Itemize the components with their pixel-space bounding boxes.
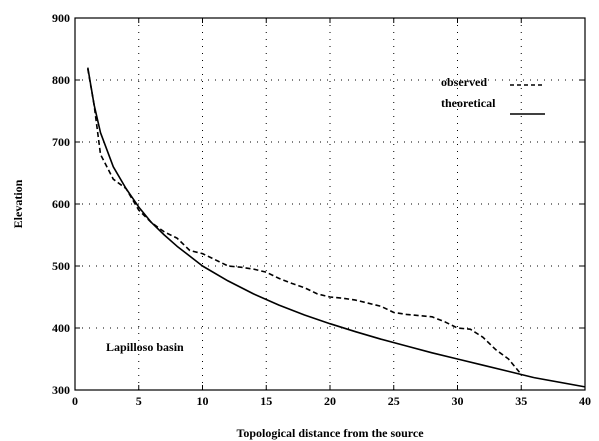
series-line-tail bbox=[533, 376, 586, 388]
grid bbox=[75, 18, 585, 390]
series-line-observed bbox=[87, 68, 522, 376]
y-tick-label: 300 bbox=[52, 383, 70, 397]
axis-ticks bbox=[74, 17, 586, 391]
legend-label-theoretical: theoretical bbox=[441, 96, 496, 110]
y-tick-label: 500 bbox=[52, 259, 70, 273]
legend: observed theoretical bbox=[441, 75, 545, 115]
y-tick-label: 800 bbox=[52, 73, 70, 87]
y-tick-label: 600 bbox=[52, 197, 70, 211]
x-tick-label: 15 bbox=[260, 394, 272, 408]
plot-frame bbox=[74, 17, 586, 391]
legend-label-observed: observed bbox=[441, 75, 487, 89]
y-axis-title: Elevation bbox=[11, 179, 25, 228]
x-tick-label: 35 bbox=[515, 394, 527, 408]
y-tick-label: 400 bbox=[52, 321, 70, 335]
x-tick-label: 0 bbox=[72, 394, 78, 408]
x-tick-label: 5 bbox=[136, 394, 142, 408]
x-tick-label: 40 bbox=[579, 394, 591, 408]
axis-tick-labels: 0 5 10 15 20 25 30 35 40 300 400 500 600 700 800 900 bbox=[52, 11, 591, 408]
y-tick-label: 900 bbox=[52, 11, 70, 25]
y-tick-label: 700 bbox=[52, 135, 70, 149]
x-tick-label: 10 bbox=[197, 394, 209, 408]
x-tick-label: 30 bbox=[452, 394, 464, 408]
series-layer bbox=[87, 67, 586, 388]
x-tick-label: 20 bbox=[324, 394, 336, 408]
x-tick-label: 25 bbox=[388, 394, 400, 408]
x-axis-title: Topological distance from the source bbox=[236, 426, 424, 440]
basin-annotation: Lapilloso basin bbox=[106, 340, 184, 354]
series-line-theoretical bbox=[87, 67, 535, 379]
